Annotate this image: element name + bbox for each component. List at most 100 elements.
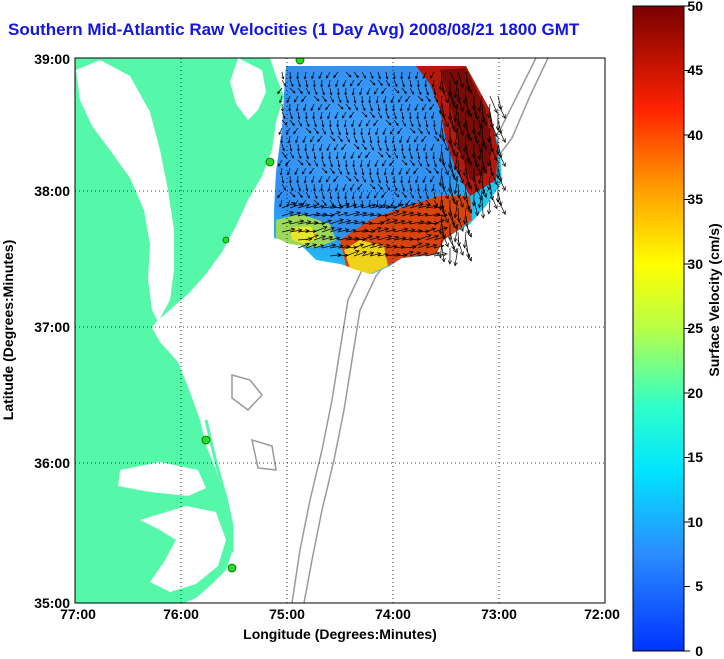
velocity-vector-head [368, 100, 372, 104]
velocity-vector-head [360, 204, 365, 208]
velocity-vector-head [305, 84, 309, 88]
velocity-vector-head [351, 124, 354, 128]
velocity-vector-head [480, 214, 486, 219]
velocity-vector-head [282, 115, 286, 120]
velocity-vector-head [357, 187, 361, 191]
velocity-vector-head [403, 227, 409, 232]
outer-banks [204, 419, 234, 552]
velocity-vector [409, 119, 414, 127]
velocity-vector [409, 213, 421, 217]
velocity-vector [417, 159, 422, 167]
velocity-vector-head [397, 131, 401, 135]
x-axis-label: Longitude (Degrees:Minutes) [243, 626, 437, 642]
velocity-vector-head [468, 88, 473, 94]
velocity-vector [289, 220, 304, 225]
velocity-vector [297, 238, 313, 241]
velocity-vector [353, 143, 360, 150]
velocity-vector [297, 243, 310, 249]
velocity-vector [385, 183, 390, 191]
velocity-vector-head [466, 85, 471, 91]
velocity-vector [304, 71, 307, 79]
velocity-vector-head [462, 124, 467, 129]
velocity-vector-head [407, 108, 410, 112]
velocity-vector-head [360, 132, 364, 136]
velocity-vector [286, 95, 291, 103]
velocity-vector [365, 151, 371, 158]
velocity-vector [313, 127, 319, 134]
velocity-vector-head [451, 197, 456, 203]
velocity-vector-head [501, 162, 506, 167]
velocity-vector-head [308, 130, 312, 134]
velocity-vector-head [483, 193, 488, 199]
velocity-vector [337, 135, 343, 142]
velocity-vector [457, 215, 464, 232]
velocity-vector-head [343, 156, 346, 160]
velocity-vector [433, 159, 437, 167]
velocity-vector-head [495, 198, 501, 203]
velocity-vector-head [282, 148, 285, 152]
velocity-vector-head [408, 148, 412, 152]
velocity-vector-head [459, 107, 464, 112]
velocity-vector-head [418, 242, 423, 247]
velocity-vector-head [393, 148, 397, 152]
velocity-vector [401, 79, 405, 87]
velocity-vector [277, 87, 283, 94]
velocity-vector [441, 231, 449, 247]
velocity-vector-head [312, 204, 318, 209]
velocity-vector-head [343, 124, 347, 128]
velocity-vector [333, 71, 339, 78]
velocity-vector [417, 79, 419, 88]
velocity-vector [422, 175, 427, 183]
velocity-vector-head [357, 83, 361, 87]
velocity-vector-head [402, 155, 406, 160]
velocity-vector [440, 215, 443, 234]
velocity-vector [293, 127, 299, 134]
velocity-vector [417, 127, 423, 134]
velocity-vector [297, 230, 309, 233]
velocity-vector [401, 238, 413, 241]
velocity-vector-head [410, 228, 416, 233]
velocity-vector [377, 143, 382, 151]
velocity-vector [430, 143, 435, 151]
velocity-vector-head [333, 75, 337, 79]
velocity-vector-head [456, 98, 461, 103]
colorbar-tick-label: 15 [687, 449, 703, 465]
velocity-vector-head [477, 203, 482, 209]
velocity-vector [309, 167, 315, 174]
velocity-vector-head [330, 226, 336, 231]
velocity-vector [295, 135, 299, 143]
velocity-vector-head [493, 108, 498, 114]
velocity-vector [417, 222, 431, 225]
velocity-vector-head [318, 179, 322, 184]
velocity-vector-head [328, 235, 334, 240]
velocity-vector-head [353, 245, 358, 250]
velocity-vector-head [331, 99, 335, 103]
velocity-vector-head [438, 134, 443, 139]
velocity-vector [377, 253, 388, 257]
velocity-vector-head [288, 108, 292, 112]
velocity-vector-head [319, 148, 322, 152]
velocity-vector [401, 246, 417, 249]
velocity-vector [417, 87, 422, 95]
grid-lines [75, 58, 605, 603]
velocity-vector-head [285, 131, 289, 135]
velocity-vector-head [402, 188, 405, 192]
velocity-vector [369, 111, 375, 118]
velocity-vector [433, 127, 438, 135]
velocity-vector [361, 111, 368, 118]
velocity-vector-head [430, 147, 434, 152]
velocity-vector-head [431, 227, 437, 232]
velocity-vector-head [318, 75, 322, 80]
colorbar-tick-label: 5 [695, 578, 703, 594]
velocity-vector [425, 227, 436, 233]
velocity-vector [289, 175, 291, 184]
velocity-vector-head [453, 213, 458, 219]
velocity-vector-head [367, 132, 371, 136]
velocity-vector [409, 230, 422, 233]
colorbar-tick-label: 10 [687, 514, 703, 530]
velocity-vector-head [291, 155, 295, 159]
velocity-vector-head [327, 116, 330, 120]
velocity-vector [305, 119, 310, 127]
velocity-vector-head [303, 180, 307, 184]
velocity-vector [441, 159, 449, 175]
